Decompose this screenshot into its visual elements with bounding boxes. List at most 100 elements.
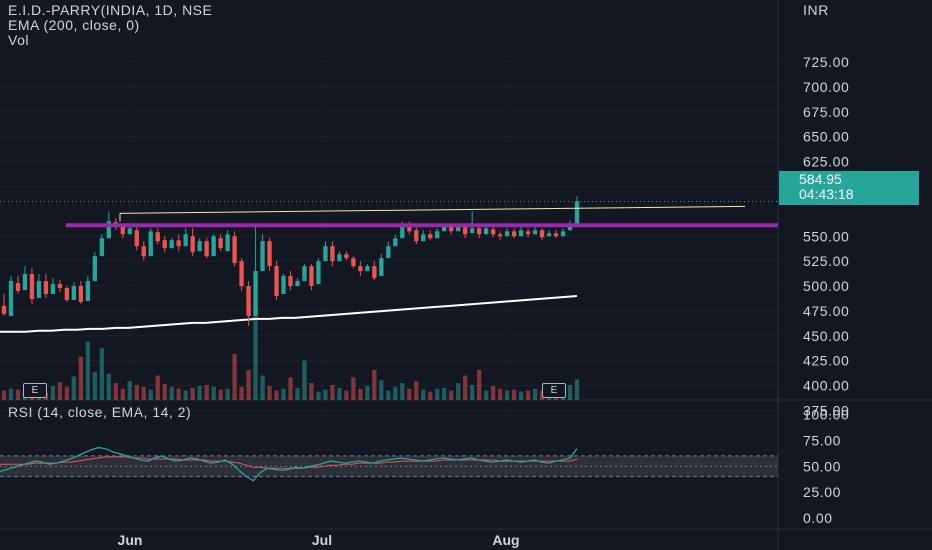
volume-bar — [197, 385, 202, 400]
volume-bar — [169, 386, 174, 400]
candle-body — [365, 266, 370, 272]
candle-body — [57, 284, 63, 289]
rsi-legend[interactable]: RSI (14, close, EMA, 14, 2) — [8, 404, 192, 420]
candle-body — [106, 221, 111, 239]
price-tick-label: 675.00 — [803, 104, 849, 120]
volume-bar — [141, 386, 146, 400]
volume-bar — [281, 388, 286, 400]
candle-body — [197, 241, 202, 252]
drawing-overlays[interactable] — [0, 200, 778, 228]
candle-body — [477, 228, 482, 235]
volume-bar — [78, 356, 84, 400]
candle-body — [22, 274, 28, 291]
candle-body — [463, 226, 468, 235]
volume-bar — [386, 390, 391, 400]
rsi-tick-label: 25.00 — [803, 484, 841, 500]
volume-bar — [407, 388, 412, 400]
volume-bar — [393, 386, 398, 400]
volume-bar — [449, 390, 454, 400]
candle-body — [120, 226, 125, 235]
volume-bar — [225, 388, 230, 400]
volume-bar — [64, 386, 70, 400]
volume-bar — [414, 381, 419, 400]
volume-bar — [71, 376, 77, 400]
price-tick-label: 400.00 — [803, 378, 849, 394]
candle-body — [442, 226, 447, 232]
candle-body — [470, 228, 475, 234]
volume-bar — [92, 371, 98, 400]
trend-line — [119, 205, 746, 214]
volume-bar — [253, 309, 258, 400]
volume-bar — [57, 382, 63, 400]
volume-bar — [176, 388, 181, 400]
candle-body — [92, 256, 98, 282]
volume-bar — [134, 384, 139, 400]
volume-bar — [532, 388, 538, 400]
candle-body — [134, 230, 139, 247]
volume-bar — [525, 390, 531, 400]
rsi-band — [0, 455, 778, 477]
rsi-tick-label: 0.00 — [803, 510, 833, 526]
candle-body — [421, 234, 426, 242]
candle-body — [295, 281, 300, 287]
candle-body — [511, 231, 517, 237]
volume-bar — [316, 391, 321, 400]
candle-body — [344, 254, 349, 259]
volume-bar — [435, 388, 440, 400]
price-tick-label: 650.00 — [803, 129, 849, 145]
candle-body — [204, 241, 209, 257]
candle-body — [50, 284, 56, 295]
earnings-badge-right[interactable]: E — [542, 383, 566, 398]
bar-countdown: 04:43:18 — [799, 186, 854, 202]
volume-bar — [190, 387, 195, 400]
rsi-line — [0, 446, 578, 482]
price-axis[interactable]: INR 725.00700.00675.00650.00625.00600.00… — [803, 2, 849, 526]
date-axis[interactable]: Jun Jul Aug — [118, 532, 520, 548]
volume-bar — [113, 383, 118, 400]
candle-body — [302, 266, 307, 282]
rsi-pane[interactable] — [0, 446, 778, 482]
candle-body — [281, 276, 286, 295]
candle-body — [15, 283, 21, 292]
price-tick-label: 725.00 — [803, 54, 849, 70]
volume-bar — [15, 389, 21, 400]
ema-legend[interactable]: EMA (200, close, 0) — [8, 17, 140, 33]
volume-bar — [183, 390, 188, 400]
rsi-tick-label: 75.00 — [803, 432, 841, 448]
candle-body — [274, 266, 279, 296]
volume-bar — [8, 388, 14, 400]
price-tick-label: 425.00 — [803, 353, 849, 369]
candle-body — [176, 240, 181, 247]
candlesticks[interactable] — [1, 196, 580, 326]
volume-bar — [260, 375, 265, 400]
volume-legend[interactable]: Vol — [8, 32, 29, 48]
candle-body — [379, 258, 384, 277]
volume-bar — [1, 390, 7, 400]
symbol-legend[interactable]: E.I.D.-PARRY(INDIA, 1D, NSE — [8, 2, 213, 18]
volume-bar — [470, 384, 475, 400]
volume-bar — [567, 384, 573, 400]
date-tick-label: Jul — [312, 532, 332, 548]
volume-bar — [211, 386, 216, 400]
volume-bar — [330, 384, 335, 400]
ema-200-line — [0, 295, 578, 333]
candle-body — [8, 281, 14, 316]
volume-bar — [358, 388, 363, 400]
volume-bar — [323, 389, 328, 400]
candle-body — [386, 246, 391, 259]
candle-body — [539, 230, 545, 238]
price-tick-label: 475.00 — [803, 303, 849, 319]
candle-body — [253, 271, 258, 316]
earnings-badge-left[interactable]: E — [23, 383, 47, 398]
candle-body — [36, 281, 42, 298]
volume-bar — [232, 353, 237, 400]
date-tick-label: Aug — [492, 532, 519, 548]
volume-bar — [295, 387, 300, 400]
candle-body — [29, 274, 35, 299]
candle-body — [127, 228, 132, 235]
volume-bar — [351, 377, 356, 400]
candle-body — [435, 231, 440, 239]
candle-body — [449, 226, 454, 232]
candle-body — [337, 254, 342, 262]
